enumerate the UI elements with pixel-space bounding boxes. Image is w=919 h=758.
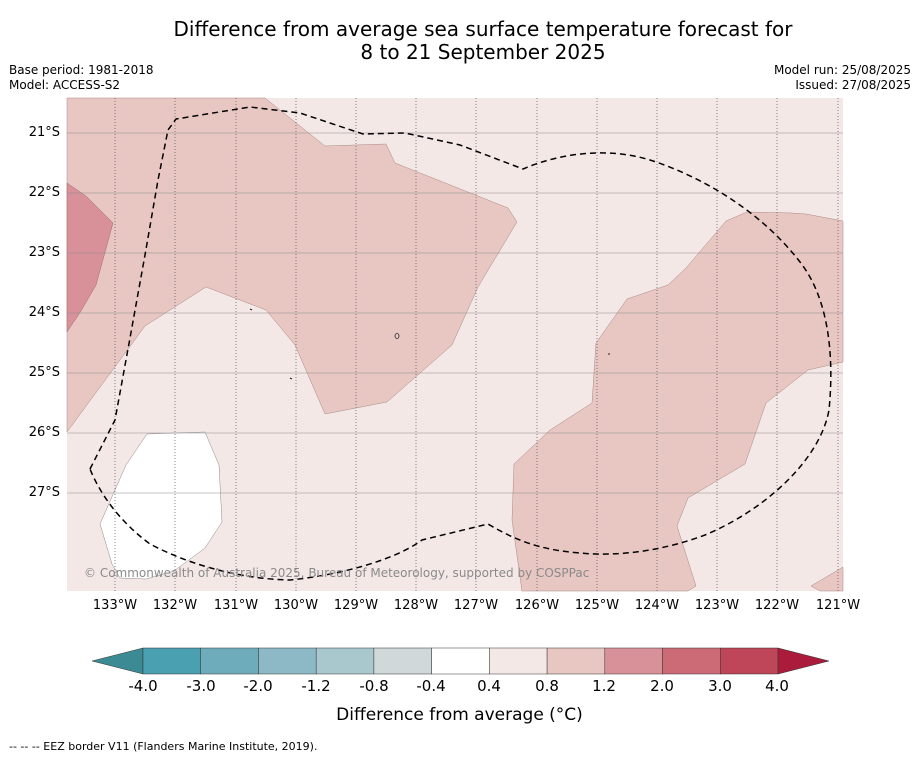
colorbar-swatch — [662, 647, 721, 675]
lon-label: 126°W — [514, 598, 560, 613]
colorbar-swatch — [315, 647, 375, 675]
island-marker — [289, 377, 293, 380]
lat-label: 27°S — [28, 485, 60, 500]
eez-footnote: -- -- -- EEZ border V11 (Flanders Marine… — [9, 740, 318, 753]
colorbar-title: Difference from average (°C) — [336, 705, 583, 725]
copyright-credit: © Commonwealth of Australia 2025, Bureau… — [84, 566, 590, 580]
eez-border — [89, 106, 832, 581]
title-line-2: 8 to 21 September 2025 — [360, 40, 606, 64]
lat-label: 23°S — [28, 245, 60, 260]
colorbar-low-extend — [91, 647, 144, 675]
lat-label: 22°S — [28, 185, 60, 200]
colorbar-label: -0.4 — [416, 677, 446, 695]
metadata-right: Model run: 25/08/2025 Issued: 27/08/2025 — [774, 63, 911, 93]
lon-label: 121°W — [815, 598, 861, 613]
colorbar-swatch — [258, 647, 317, 675]
island-marker — [249, 308, 253, 311]
longitude-gridlines — [114, 98, 839, 591]
colorbar-label: 1.2 — [592, 677, 616, 695]
colorbar-label: -1.2 — [301, 677, 331, 695]
colorbar-label: -3.0 — [186, 677, 216, 695]
metadata-left: Base period: 1981-2018 Model: ACCESS-S2 — [9, 63, 154, 93]
latitude-gridlines — [67, 132, 843, 494]
colorbar — [91, 647, 830, 675]
colorbar-swatch — [720, 647, 779, 675]
model-run: Model run: 25/08/2025 — [773, 63, 911, 77]
colorbar-label: -4.0 — [128, 677, 158, 695]
colorbar-label: 0.4 — [477, 677, 501, 695]
issued-date: Issued: 27/08/2025 — [795, 78, 911, 92]
lon-label: 123°W — [694, 598, 740, 613]
lat-label: 21°S — [28, 125, 60, 140]
lat-label: 24°S — [28, 305, 60, 320]
lon-label: 130°W — [273, 598, 319, 613]
lon-label: 128°W — [393, 598, 439, 613]
map-title: Difference from average sea surface temp… — [0, 18, 919, 64]
anomaly-region-west-warm — [66, 182, 114, 333]
colorbar-label: 3.0 — [708, 677, 732, 695]
lon-label: 124°W — [634, 598, 680, 613]
lon-label: 129°W — [333, 598, 379, 613]
lon-label: 131°W — [213, 598, 259, 613]
colorbar-label: 0.8 — [535, 677, 559, 695]
colorbar-swatch — [489, 647, 548, 675]
colorbar-high-extend — [777, 647, 830, 675]
colorbar-label: 2.0 — [650, 677, 674, 695]
lon-label: 125°W — [574, 598, 620, 613]
lon-label: 132°W — [152, 598, 198, 613]
base-period: Base period: 1981-2018 — [9, 63, 154, 77]
model-name: Model: ACCESS-S2 — [9, 78, 121, 92]
colorbar-swatch — [546, 647, 606, 675]
anomaly-region-southeast-corner — [810, 566, 844, 592]
lat-label: 25°S — [28, 365, 60, 380]
anomaly-region-neutral — [99, 431, 223, 580]
colorbar-swatch — [142, 647, 201, 675]
lon-label: 127°W — [453, 598, 499, 613]
anomaly-region-east — [511, 211, 844, 592]
colorbar-swatch — [604, 647, 663, 675]
title-line-1: Difference from average sea surface temp… — [173, 17, 793, 41]
lon-label: 122°W — [754, 598, 800, 613]
island-marker — [394, 333, 400, 339]
lat-label: 26°S — [28, 425, 60, 440]
anomaly-region-north — [66, 97, 518, 433]
lon-label: 133°W — [92, 598, 138, 613]
colorbar-swatch — [200, 647, 259, 675]
colorbar-swatch — [431, 647, 490, 675]
colorbar-label: 4.0 — [765, 677, 789, 695]
colorbar-label: -0.8 — [359, 677, 389, 695]
colorbar-swatch — [373, 647, 432, 675]
colorbar-label: -2.0 — [243, 677, 273, 695]
